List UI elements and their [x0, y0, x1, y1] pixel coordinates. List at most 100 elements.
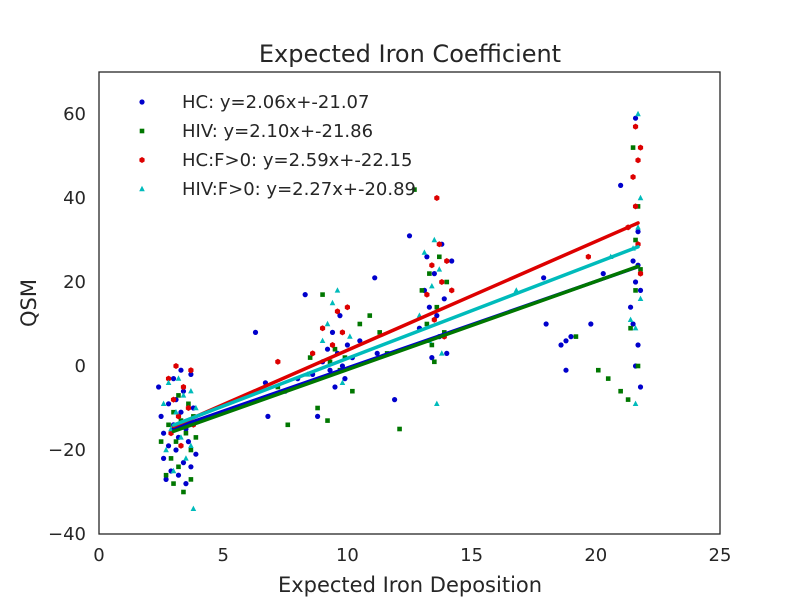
series-2-points: [165, 123, 644, 449]
legend-item: HIV:F>0: y=2.27x+-20.89: [139, 179, 416, 200]
data-point: [170, 467, 177, 474]
data-point: [635, 342, 641, 348]
data-point: [302, 292, 308, 298]
data-point: [635, 157, 641, 164]
data-point: [180, 388, 187, 394]
data-point: [158, 439, 164, 444]
data-point: [180, 392, 187, 398]
fit-line-1: [171, 264, 640, 434]
y-tick-label: 0: [75, 356, 86, 377]
data-point: [429, 262, 435, 269]
data-point: [633, 288, 638, 293]
data-point: [165, 443, 172, 449]
data-point: [439, 279, 445, 285]
legend-marker: [139, 128, 145, 134]
data-point: [632, 203, 639, 210]
data-point: [175, 413, 182, 420]
plot-area: [98, 71, 721, 535]
data-point: [350, 388, 355, 394]
data-point: [347, 333, 353, 339]
data-point: [436, 241, 442, 248]
data-point: [419, 288, 425, 293]
data-point: [630, 145, 636, 150]
data-point: [173, 439, 179, 444]
data-point: [357, 338, 363, 344]
data-point: [367, 313, 373, 318]
legend-item: HC:F>0: y=2.59x+-22.15: [139, 150, 412, 171]
data-point: [180, 460, 187, 466]
data-point: [165, 379, 172, 385]
data-point: [605, 376, 611, 381]
data-point: [325, 418, 330, 423]
data-point: [165, 401, 172, 407]
data-point: [186, 401, 191, 407]
data-point: [327, 359, 333, 365]
data-point: [344, 304, 350, 311]
data-point: [183, 455, 189, 461]
data-point: [188, 464, 194, 470]
data-point: [637, 295, 644, 301]
data-point: [431, 236, 438, 243]
y-tick-label: −20: [48, 440, 86, 461]
data-point: [285, 422, 291, 428]
data-point: [421, 249, 428, 255]
data-point: [170, 376, 177, 382]
data-point: [635, 363, 641, 369]
data-point: [178, 442, 184, 449]
data-point: [160, 430, 167, 436]
data-point: [183, 430, 189, 436]
data-point: [630, 258, 636, 264]
data-point: [188, 388, 194, 394]
x-tick-label: 5: [217, 545, 228, 566]
data-point: [426, 304, 432, 310]
data-point: [188, 442, 194, 448]
data-point: [324, 346, 331, 352]
data-point: [319, 337, 326, 343]
data-point: [329, 342, 336, 348]
data-point: [412, 187, 417, 192]
data-point: [543, 321, 549, 327]
data-point: [193, 435, 199, 440]
data-point: [632, 123, 639, 130]
fit-line-3: [171, 245, 640, 427]
data-point: [632, 325, 639, 331]
data-point: [171, 409, 176, 415]
data-point: [434, 400, 440, 406]
data-point: [320, 292, 325, 297]
legend-item: HIV: y=2.10x+-21.86: [139, 121, 373, 142]
data-point: [163, 446, 169, 453]
data-point: [568, 334, 574, 340]
y-tick-label: 40: [63, 188, 86, 209]
data-point: [637, 144, 644, 151]
data-point: [171, 481, 176, 486]
data-point: [434, 304, 440, 310]
data-point: [252, 329, 259, 335]
data-point: [558, 342, 564, 348]
data-point: [563, 367, 569, 373]
data-point: [176, 464, 181, 470]
data-point: [449, 258, 455, 264]
data-point: [444, 258, 450, 264]
data-point: [332, 346, 338, 352]
data-point: [188, 367, 194, 374]
data-point: [185, 439, 192, 445]
data-point: [391, 397, 398, 403]
data-point: [637, 194, 644, 201]
data-point: [163, 472, 169, 478]
data-point: [618, 388, 623, 394]
data-point: [178, 367, 184, 373]
chart-title: Expected Iron Coefficient: [259, 40, 561, 68]
data-point: [627, 316, 634, 322]
data-point: [344, 342, 350, 348]
data-point: [377, 330, 382, 335]
data-point: [265, 413, 271, 419]
data-point: [160, 455, 167, 461]
legend-label: HIV:F>0: y=2.27x+-20.89: [182, 179, 416, 200]
data-point: [444, 279, 450, 285]
data-point: [625, 397, 631, 402]
data-point: [635, 110, 641, 117]
data-point: [424, 291, 430, 298]
x-tick-label: 20: [584, 545, 607, 566]
data-point: [160, 400, 167, 406]
